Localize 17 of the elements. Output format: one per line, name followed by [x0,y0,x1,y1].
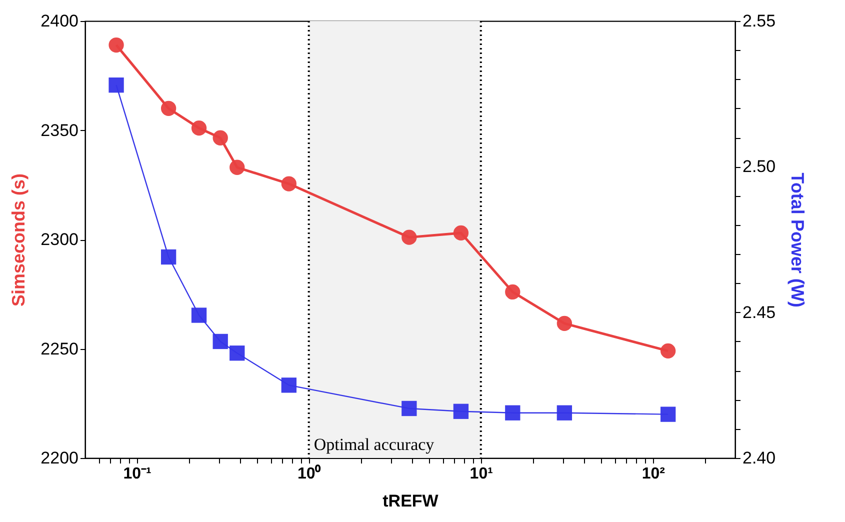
y2-tick-label: 2.40 [742,448,776,468]
y-axis-title: Simseconds (s) [8,173,29,307]
y-tick-label: 2200 [40,448,78,468]
y-tick-label: 2350 [40,120,78,140]
y2-tick-label: 2.50 [742,157,776,176]
y2-axis-title: Total Power (W) [788,172,808,308]
y2-tick-label: 2.55 [742,12,776,30]
x-tick-label: 10¹ [470,466,493,482]
x-tick-label: 10⁰ [297,464,322,482]
y-tick-label: 2250 [40,339,78,358]
band-label: Optimal accuracy [314,435,435,454]
y-tick-label: 2400 [40,12,78,30]
y-tick-label: 2300 [40,230,78,249]
x-tick-label: 10² [642,466,665,482]
y2-tick-label: 2.45 [742,302,776,322]
x-axis-title: tREFW [382,492,440,510]
x-tick-label: 10⁻¹ [123,466,152,482]
